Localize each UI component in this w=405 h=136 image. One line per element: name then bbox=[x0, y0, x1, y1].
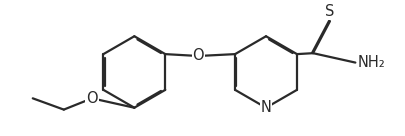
Text: N: N bbox=[260, 100, 271, 115]
Text: NH₂: NH₂ bbox=[356, 55, 384, 70]
Text: S: S bbox=[324, 4, 334, 19]
Text: O: O bbox=[86, 91, 98, 106]
Text: O: O bbox=[192, 49, 204, 64]
